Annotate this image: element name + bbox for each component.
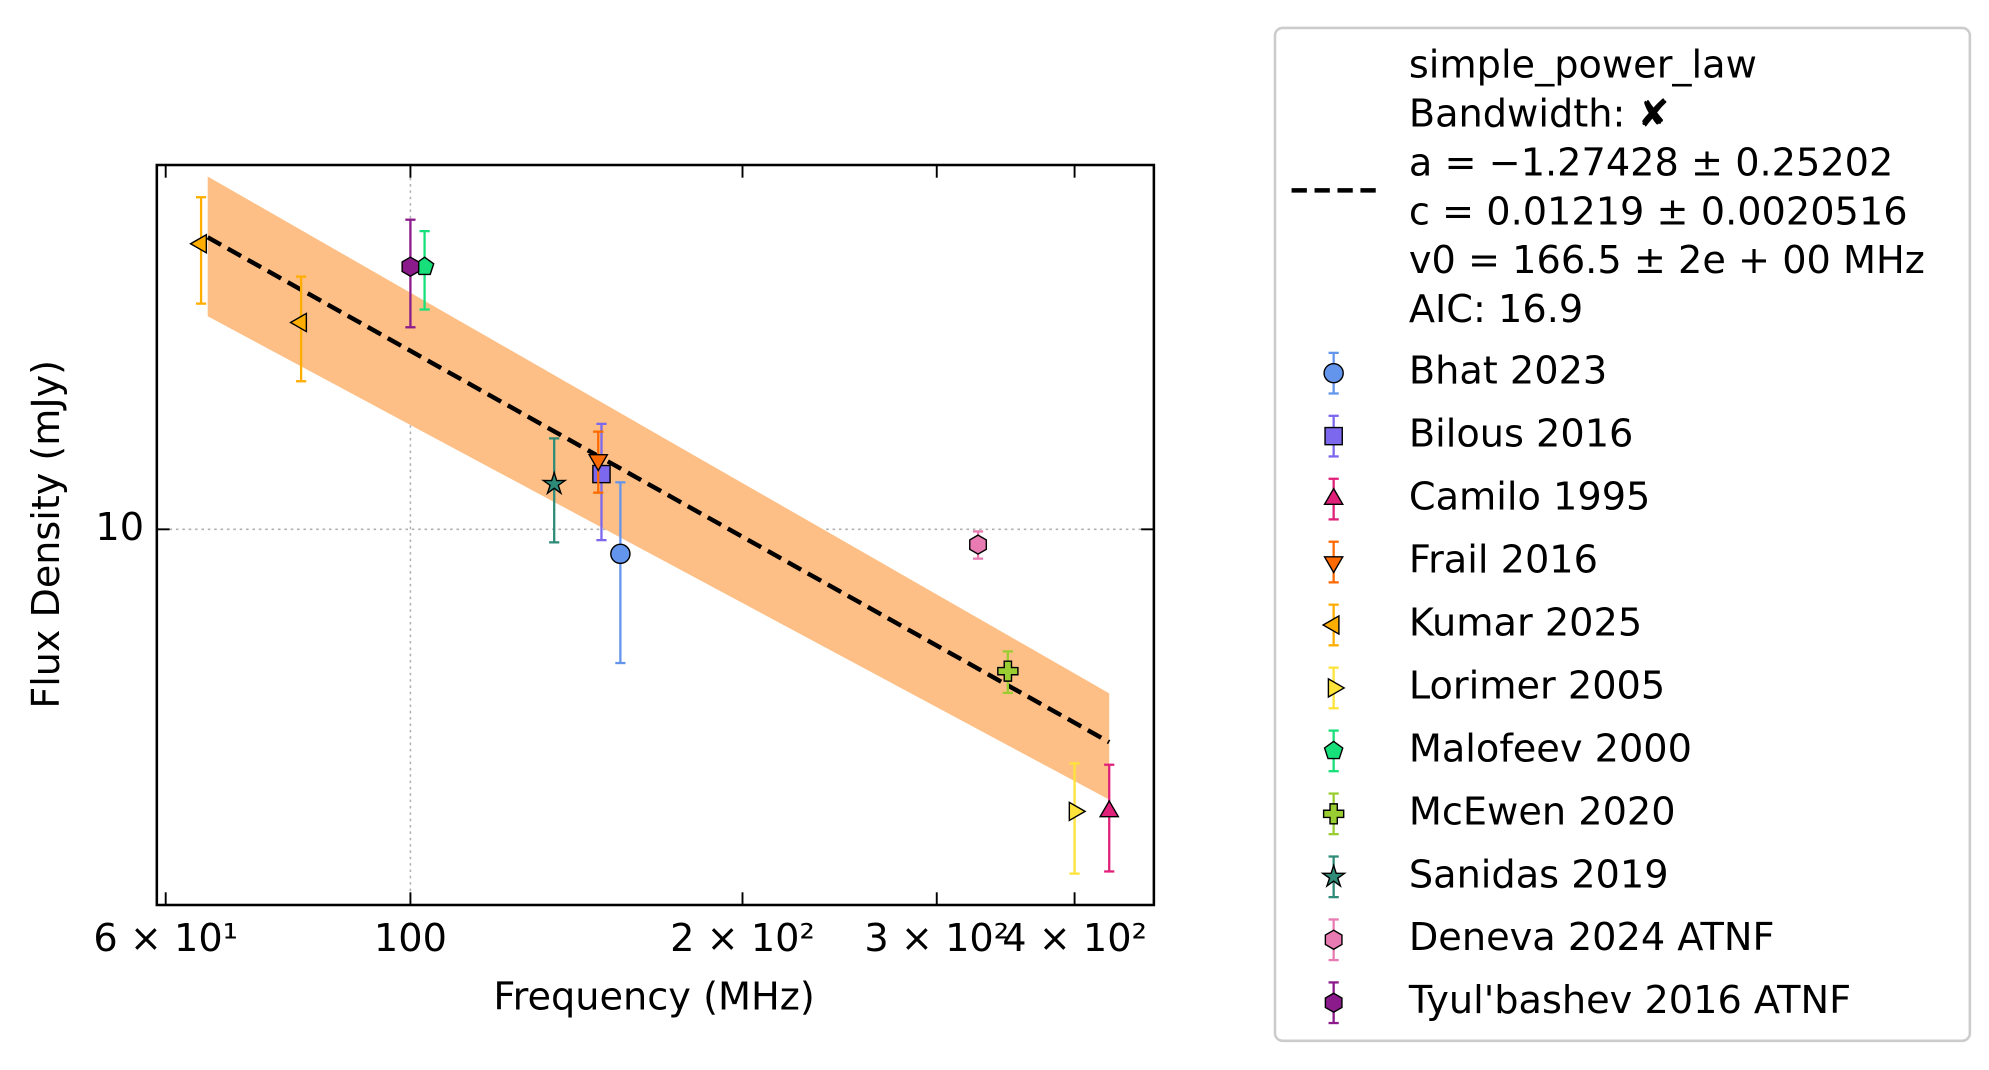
data-point xyxy=(1068,801,1087,822)
legend-marker xyxy=(1323,487,1344,506)
data-point xyxy=(610,543,631,565)
data-point xyxy=(401,256,420,278)
legend-marker xyxy=(1324,426,1343,446)
data-point xyxy=(189,233,208,255)
data-point xyxy=(541,470,568,496)
legend-label: Camilo 1995 xyxy=(1409,475,1651,519)
legend-marker xyxy=(1320,863,1347,888)
legend-marker xyxy=(1323,362,1344,384)
legend-marker xyxy=(1323,740,1344,760)
legend-fit-text: simple_power_law xyxy=(1409,43,1757,87)
legend-label: Bilous 2016 xyxy=(1409,412,1634,456)
legend-fit-text: AIC: 16.9 xyxy=(1409,287,1583,331)
legend-label: Bhat 2023 xyxy=(1409,349,1607,393)
legend-marker xyxy=(1324,992,1343,1014)
x-axis-label: Frequency (MHz) xyxy=(493,974,814,1018)
data-point xyxy=(1098,799,1120,818)
legend-marker xyxy=(1323,556,1344,574)
data-point xyxy=(997,660,1019,682)
legend-label: Frail 2016 xyxy=(1409,538,1598,582)
x-tick-label: 100 xyxy=(374,916,447,960)
legend-label: Tyul'bashev 2016 ATNF xyxy=(1408,978,1851,1022)
fit-line xyxy=(206,235,1111,745)
legend-label: McEwen 2020 xyxy=(1409,789,1676,833)
legend-label: Lorimer 2005 xyxy=(1409,664,1665,708)
legend-label: Sanidas 2019 xyxy=(1409,852,1669,896)
legend-fit-text: Bandwidth: ✘ xyxy=(1409,92,1670,136)
legend-frame xyxy=(1273,26,1972,1043)
legend-marker xyxy=(1322,803,1345,825)
x-tick-label: 4 × 10² xyxy=(1002,916,1147,960)
data-point xyxy=(969,534,988,555)
data-point xyxy=(587,454,609,472)
legend-fit-text: c = 0.01219 ± 0.0020516 xyxy=(1409,189,1908,233)
x-tick-label: 2 × 10² xyxy=(670,916,815,960)
legend-marker xyxy=(1327,677,1346,699)
legend-label: Kumar 2025 xyxy=(1409,601,1642,645)
legend-marker xyxy=(1321,614,1340,636)
y-axis-label: Flux Density (mJy) xyxy=(24,360,68,709)
y-tick-label: 10 xyxy=(95,505,144,549)
data-point xyxy=(592,464,611,484)
legend-marker xyxy=(1324,929,1343,951)
legend-label: Malofeev 2000 xyxy=(1409,726,1692,770)
legend-label: Deneva 2024 ATNF xyxy=(1409,915,1775,959)
legend-fit-text: v0 = 166.5 ± 2e + 00 MHz xyxy=(1409,238,1925,282)
plot-frame xyxy=(155,163,1156,907)
legend-fit-text: a = −1.27428 ± 0.25202 xyxy=(1409,141,1893,185)
data-point xyxy=(289,312,308,333)
x-tick-label: 3 × 10² xyxy=(864,916,1009,960)
x-tick-label: 6 × 10¹ xyxy=(93,916,238,960)
